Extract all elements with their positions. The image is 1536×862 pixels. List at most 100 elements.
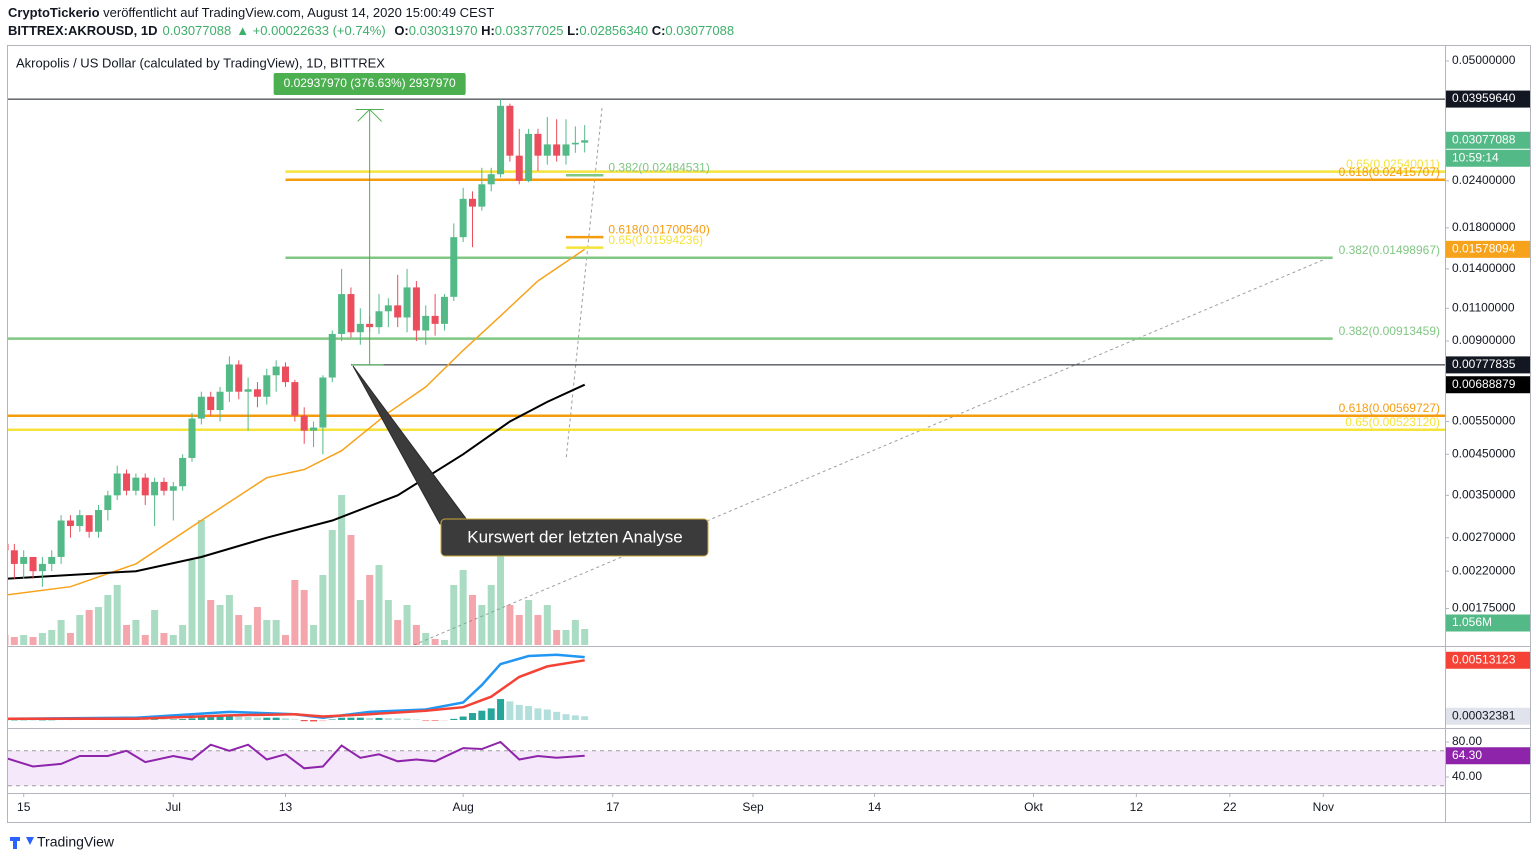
macd-histogram-bar — [525, 706, 533, 721]
candle-body — [319, 377, 327, 428]
volume-bar — [113, 585, 121, 645]
volume-bar — [282, 635, 289, 645]
volume-bar — [132, 620, 140, 645]
candle-body — [469, 198, 476, 207]
macd-histogram-bar — [291, 719, 299, 721]
candle-body — [375, 311, 383, 328]
chart-frame — [7, 45, 1531, 823]
candle-body — [216, 391, 224, 411]
ohlc-key: L: — [567, 23, 580, 38]
volume-bar — [272, 620, 280, 645]
macd-histogram-bar — [282, 718, 289, 721]
volume-bar — [384, 600, 392, 645]
volume-bar — [188, 560, 196, 645]
candle-body — [66, 520, 74, 527]
macd-histogram-bar — [394, 718, 402, 721]
volume-bar — [160, 633, 168, 645]
candle-body — [197, 396, 205, 419]
rsi-tag: 64.30 — [1452, 748, 1482, 762]
macd-tag: 0.00513123 — [1452, 652, 1516, 666]
macd-histogram-bar — [384, 718, 392, 721]
macd-histogram-bar — [253, 717, 261, 721]
volume-bar — [469, 595, 476, 645]
macd-histogram-bar — [235, 716, 243, 721]
y-tick-label: 0.00900000 — [1452, 333, 1516, 347]
macd-histogram-bar — [300, 720, 308, 722]
ma-tag-bg — [1446, 376, 1530, 394]
volume-bar — [347, 535, 355, 645]
candle-body — [132, 477, 140, 491]
x-tick-label: Aug — [452, 800, 473, 814]
macd-histogram-bar — [534, 708, 542, 721]
candle-body — [571, 142, 579, 145]
macd-histogram-bar — [581, 716, 589, 721]
volume-bar — [20, 635, 28, 645]
candle-body — [179, 457, 187, 487]
volume-bar — [394, 620, 402, 645]
x-tick-label: Nov — [1313, 800, 1334, 814]
candle-body — [141, 477, 149, 496]
volume-bar — [338, 495, 346, 645]
macd-histogram-bar — [515, 704, 523, 721]
x-tick-label: 15 — [17, 800, 31, 814]
candle-body — [422, 315, 430, 331]
histogram-tag-bg — [1446, 707, 1530, 725]
macd-histogram-bar — [179, 719, 187, 721]
y-tick-label: 0.02400000 — [1452, 173, 1516, 187]
macd-histogram-bar — [412, 719, 420, 721]
macd-histogram-bar — [188, 718, 196, 721]
volume-bar — [422, 633, 430, 645]
macd-histogram-bar — [272, 717, 280, 721]
macd-histogram-bar — [216, 716, 224, 721]
level-tag: 0.03959640 — [1452, 91, 1516, 105]
y-tick-label: 40.00 — [1452, 769, 1482, 783]
volume-bar — [553, 630, 561, 645]
y-tick-label: 0.00350000 — [1452, 488, 1516, 502]
footer-brand: TradingView — [37, 834, 115, 850]
y-tick-label: 0.05000000 — [1452, 53, 1516, 67]
candle-body — [450, 237, 458, 297]
y-tick-label: 80.00 — [1452, 734, 1482, 748]
candle-body — [253, 389, 261, 397]
x-tick-label: 22 — [1223, 800, 1237, 814]
macd-histogram-bar — [151, 719, 159, 721]
macd-histogram-bar — [310, 720, 318, 722]
header-row-2: BITTREX:AKROUSD, 1D 0.03077088 ▲ +0.000226… — [8, 22, 734, 40]
macd-histogram-bar — [440, 720, 448, 721]
volume-bar — [356, 600, 364, 645]
volume-bar — [76, 615, 84, 645]
trend-line — [565, 107, 603, 461]
candle-body — [384, 305, 392, 312]
histogram-tag: 0.00032381 — [1452, 708, 1516, 722]
rsi-line — [8, 740, 585, 770]
macd-tag-bg — [1446, 651, 1530, 669]
macd-histogram-bar — [207, 716, 215, 721]
candle-body — [95, 509, 102, 532]
ohlc-high: H:0.03377025 — [481, 23, 563, 38]
candle-body — [85, 515, 93, 532]
price-pane — [8, 98, 1445, 645]
volume-bar — [179, 625, 187, 645]
macd-histogram-bar — [431, 720, 439, 721]
candle-body — [207, 396, 215, 411]
candle-body — [534, 133, 542, 156]
level-label: 0.382(0.00913459) — [1339, 324, 1440, 338]
macd-histogram-bar — [375, 717, 383, 721]
volume-bar — [225, 595, 233, 645]
countdown-tag-bg — [1446, 149, 1530, 167]
candle-body — [525, 133, 533, 181]
volume-tag-bg — [1446, 614, 1530, 632]
volume-bar — [515, 615, 523, 645]
candle-body — [263, 375, 271, 397]
level-label: 0.65(0.02540011) — [1346, 157, 1440, 171]
volume-bar — [244, 625, 252, 645]
level-tag-bg — [1446, 356, 1530, 374]
ohlc-open: O:0.03031970 — [389, 23, 477, 38]
ohlc-close: C:0.03077088 — [652, 23, 734, 38]
candle-body — [48, 556, 56, 564]
ma-tag: 0.00688879 — [1452, 377, 1516, 391]
volume-bar — [197, 520, 205, 645]
macd-histogram-bar — [338, 717, 346, 721]
volume-bar — [8, 635, 9, 645]
